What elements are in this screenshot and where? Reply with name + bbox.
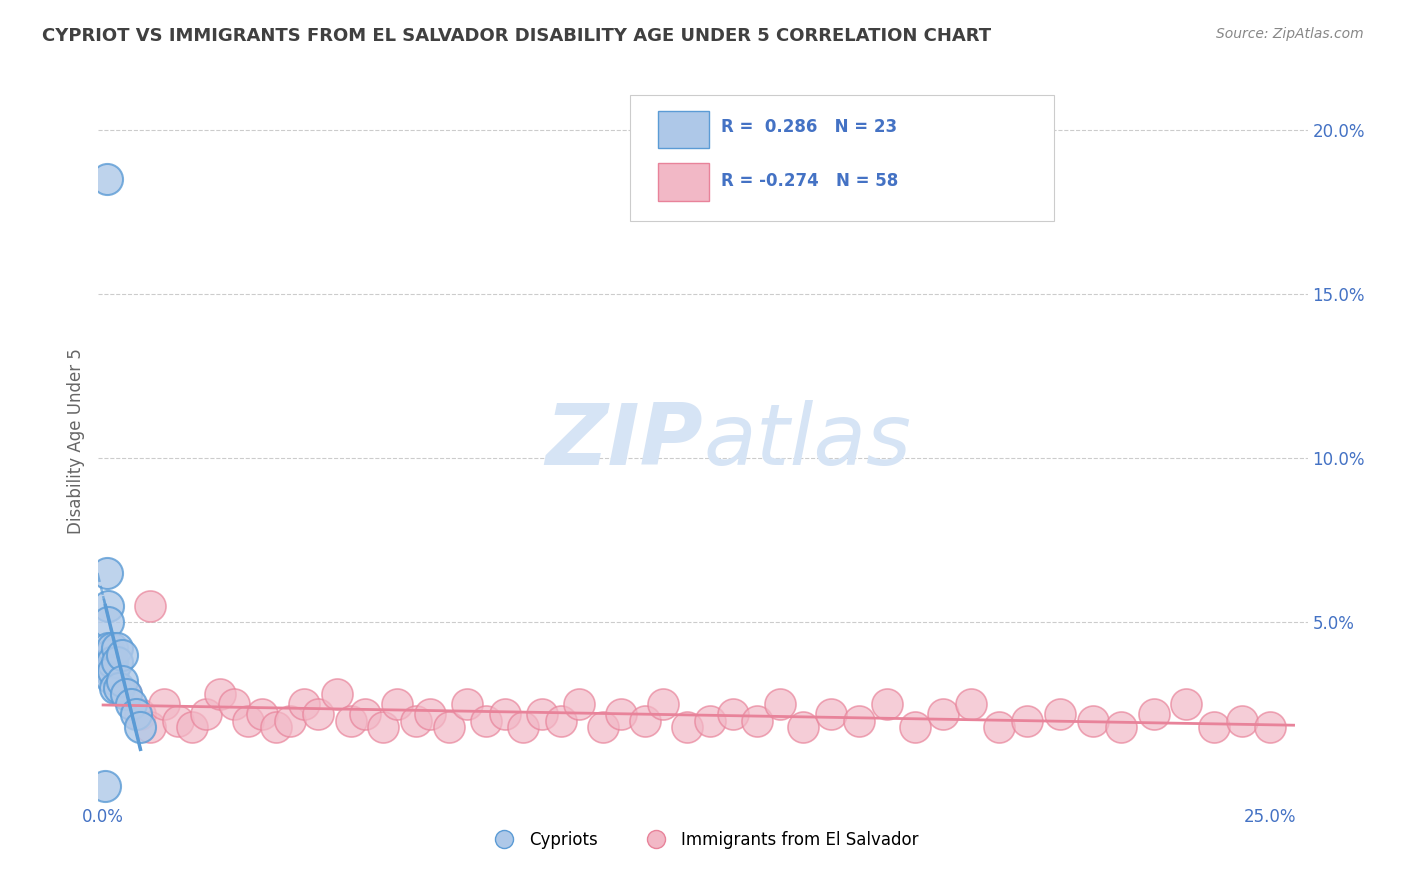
- Point: [904, 720, 927, 734]
- Point: [115, 687, 138, 701]
- Point: [745, 714, 768, 728]
- Point: [475, 714, 498, 728]
- Point: [848, 714, 870, 728]
- Point: [101, 655, 124, 669]
- Point: [405, 714, 427, 728]
- Point: [652, 698, 675, 712]
- Point: [236, 714, 259, 728]
- Point: [325, 687, 347, 701]
- Point: [530, 707, 553, 722]
- Point: [129, 707, 152, 722]
- Point: [339, 714, 361, 728]
- Point: [115, 687, 138, 701]
- Point: [437, 720, 460, 734]
- Point: [723, 707, 745, 722]
- Point: [104, 681, 127, 695]
- Text: Source: ZipAtlas.com: Source: ZipAtlas.com: [1216, 27, 1364, 41]
- Point: [1142, 707, 1164, 722]
- Point: [108, 681, 131, 695]
- Text: R =  0.286   N = 23: R = 0.286 N = 23: [721, 119, 897, 136]
- Point: [194, 707, 217, 722]
- Point: [633, 714, 655, 728]
- FancyBboxPatch shape: [658, 163, 709, 201]
- Point: [592, 720, 614, 734]
- Point: [456, 698, 478, 712]
- Point: [100, 671, 122, 685]
- FancyBboxPatch shape: [658, 111, 709, 148]
- Point: [1175, 698, 1198, 712]
- Point: [166, 714, 188, 728]
- Point: [1204, 720, 1226, 734]
- Point: [1258, 720, 1281, 734]
- Point: [278, 714, 301, 728]
- Y-axis label: Disability Age Under 5: Disability Age Under 5: [66, 349, 84, 534]
- Point: [932, 707, 955, 722]
- Point: [699, 714, 721, 728]
- FancyBboxPatch shape: [630, 95, 1053, 221]
- Point: [111, 648, 134, 662]
- Point: [152, 698, 174, 712]
- Point: [1109, 720, 1132, 734]
- Point: [98, 665, 121, 679]
- Point: [97, 615, 120, 630]
- Point: [512, 720, 534, 734]
- Point: [568, 698, 591, 712]
- Point: [96, 171, 118, 186]
- Point: [105, 655, 128, 669]
- Point: [876, 698, 898, 712]
- Point: [94, 780, 117, 794]
- Text: ZIP: ZIP: [546, 400, 703, 483]
- Point: [139, 599, 162, 613]
- Point: [387, 698, 409, 712]
- Point: [960, 698, 983, 712]
- Point: [1017, 714, 1039, 728]
- Point: [353, 707, 375, 722]
- Point: [419, 707, 441, 722]
- Point: [96, 566, 118, 580]
- Point: [264, 720, 287, 734]
- Point: [250, 707, 273, 722]
- Point: [1081, 714, 1104, 728]
- Point: [105, 641, 128, 656]
- Point: [103, 665, 125, 679]
- Text: R = -0.274   N = 58: R = -0.274 N = 58: [721, 172, 898, 190]
- Point: [222, 698, 245, 712]
- Point: [307, 707, 329, 722]
- Point: [180, 720, 202, 734]
- Point: [98, 648, 121, 662]
- Point: [1232, 714, 1254, 728]
- Text: CYPRIOT VS IMMIGRANTS FROM EL SALVADOR DISABILITY AGE UNDER 5 CORRELATION CHART: CYPRIOT VS IMMIGRANTS FROM EL SALVADOR D…: [42, 27, 991, 45]
- Point: [373, 720, 395, 734]
- Point: [1049, 707, 1071, 722]
- Point: [139, 720, 162, 734]
- Point: [675, 720, 697, 734]
- Point: [98, 655, 121, 669]
- Point: [550, 714, 572, 728]
- Point: [129, 720, 152, 734]
- Point: [988, 720, 1011, 734]
- Point: [494, 707, 516, 722]
- Point: [111, 674, 134, 689]
- Legend: Cypriots, Immigrants from El Salvador: Cypriots, Immigrants from El Salvador: [481, 824, 925, 856]
- Point: [769, 698, 792, 712]
- Text: atlas: atlas: [703, 400, 911, 483]
- Point: [97, 599, 120, 613]
- Point: [120, 698, 142, 712]
- Point: [101, 655, 124, 669]
- Point: [101, 641, 124, 656]
- Point: [792, 720, 814, 734]
- Point: [125, 707, 148, 722]
- Point: [610, 707, 633, 722]
- Point: [820, 707, 842, 722]
- Point: [97, 641, 120, 656]
- Point: [292, 698, 315, 712]
- Point: [208, 687, 231, 701]
